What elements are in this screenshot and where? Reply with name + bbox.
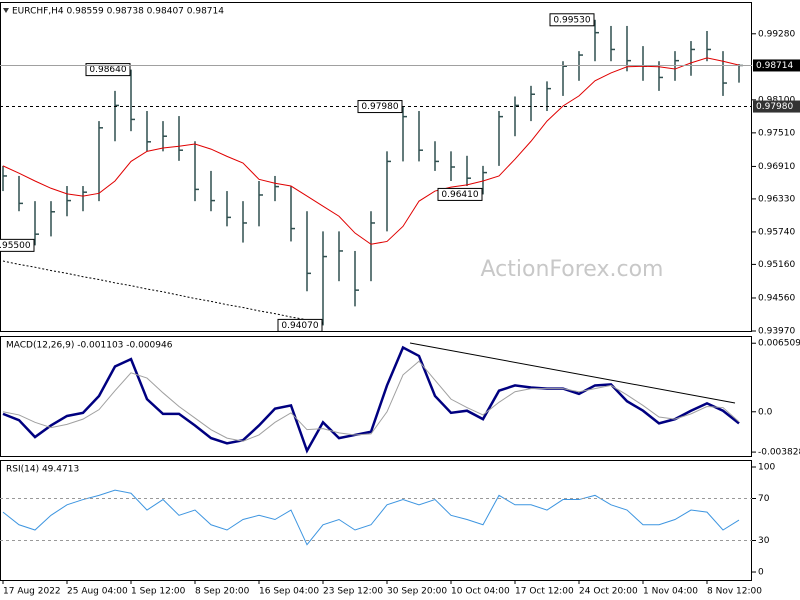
annotation-label: 0.95500 [0, 241, 31, 251]
plot-layer: 17 Aug 2022 25 Aug 04:00 1 Sep 12:00 8 Sep … [0, 7, 800, 597]
annotation-box [85, 63, 131, 77]
y-tick-label: 0.0 [758, 407, 773, 417]
series-line [2, 57, 740, 245]
y-tick-label: -0.003828 [758, 448, 800, 458]
x-tick-label: 25 Aug 04:00 [67, 587, 128, 597]
macd-trendline [409, 342, 736, 404]
x-tick-label: 16 Sep 04:00 [259, 587, 319, 597]
price-panel [0, 2, 752, 332]
y-tick-label: 30 [758, 536, 770, 546]
chart-title: EURCHF,H4 0.98559 0.98738 0.98407 0.9871… [12, 7, 224, 17]
x-tick-label: 1 Nov 04:00 [643, 587, 698, 597]
panel-title: MACD(12,26,9) -0.001103 -0.000946 [6, 341, 173, 351]
y-tick-label: 0.99280 [758, 29, 795, 39]
y-tick-label: 0.95740 [758, 227, 795, 237]
annotation-box [549, 13, 595, 27]
y-tick-label: 0.006509 [758, 339, 800, 349]
y-tick-label: 0.95160 [758, 260, 795, 270]
rsi-panel [0, 460, 752, 581]
y-tick-label: 0.98100 [758, 95, 795, 105]
annotation-label: 0.97980 [361, 102, 398, 112]
x-tick-label: 17 Aug 2022 [3, 587, 61, 597]
title-icon [3, 8, 9, 13]
level-label: 0.97980 [756, 102, 793, 112]
annotation-box [357, 100, 403, 114]
y-tick-label: 100 [758, 462, 775, 472]
y-tick-label: 0.93970 [758, 327, 795, 337]
watermark: ActionForex.com [481, 257, 664, 282]
annotation-label: 0.98640 [89, 65, 126, 75]
x-tick-label: 30 Sep 20:00 [387, 587, 447, 597]
y-tick-label: 0.96910 [758, 162, 795, 172]
x-tick-label: 24 Oct 20:00 [579, 587, 638, 597]
level-box [753, 100, 800, 113]
y-tick-label: 0.94560 [758, 293, 795, 303]
series-line [2, 360, 740, 442]
y-tick-label: 0.96330 [758, 194, 795, 204]
last-price-label: 0.98714 [756, 61, 793, 71]
annotation-box [0, 238, 35, 252]
y-tick-label: 0.97510 [758, 128, 795, 138]
series-line [2, 345, 740, 454]
macd-panel [0, 336, 752, 457]
x-tick-label: 17 Oct 12:00 [515, 587, 574, 597]
last-price-box [753, 59, 800, 72]
annotation-label: 0.94070 [281, 321, 318, 331]
annotation-box [277, 318, 323, 332]
annotation-label: 0.96410 [441, 190, 478, 200]
panel-title: RSI(14) 49.4713 [6, 465, 79, 475]
series-line [2, 489, 740, 546]
x-tick-label: 10 Oct 04:00 [451, 587, 510, 597]
x-tick-label: 8 Sep 20:00 [195, 587, 250, 597]
x-tick-label: 8 Nov 12:00 [707, 587, 762, 597]
x-tick-label: 1 Sep 12:00 [131, 587, 186, 597]
x-tick-label: 23 Sep 12:00 [323, 587, 383, 597]
y-tick-label: 0 [758, 568, 764, 578]
y-tick-label: 70 [758, 494, 770, 504]
annotation-label: 0.99530 [553, 15, 590, 25]
annotation-box [437, 187, 483, 201]
